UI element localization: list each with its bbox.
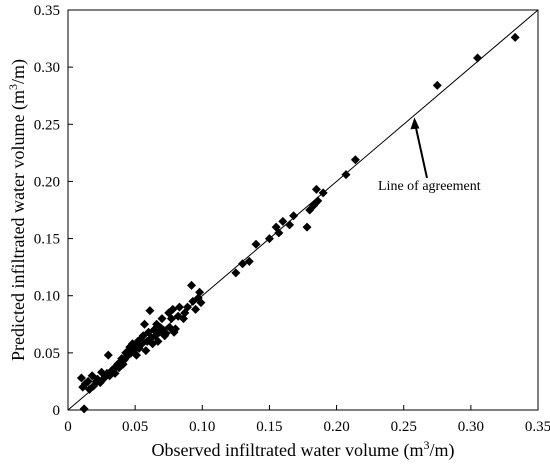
data-point (83, 376, 93, 386)
data-point (285, 220, 295, 230)
x-tick-label: 0.05 (122, 419, 148, 435)
data-point (302, 222, 312, 232)
annotation-arrowhead (410, 117, 420, 130)
data-point (79, 404, 89, 414)
data-point (311, 184, 321, 194)
data-point (103, 350, 113, 360)
y-tick-label: 0.35 (34, 3, 60, 19)
data-point (183, 302, 193, 312)
data-point (131, 350, 141, 360)
x-tick-label: 0.30 (458, 419, 484, 435)
data-point (157, 314, 167, 324)
x-axis-label: Observed infiltrated water volume (m3/m) (152, 438, 455, 461)
data-point (264, 234, 274, 244)
x-axis-ticks: 0 0.05 0.10 0.15 0.20 0.25 0.30 0.35 (64, 405, 550, 435)
y-tick-label: 0.20 (34, 174, 60, 190)
data-point (473, 53, 483, 63)
y-tick-label: 0.15 (34, 232, 60, 248)
data-point (170, 324, 180, 334)
y-tick-label: 0.30 (34, 60, 60, 76)
data-point (153, 336, 163, 346)
x-tick-label: 0 (64, 419, 72, 435)
x-tick-label: 0.25 (391, 419, 417, 435)
y-tick-label: 0.05 (34, 346, 60, 362)
data-point (145, 306, 155, 316)
data-point (195, 287, 205, 297)
data-point (244, 256, 254, 266)
data-point (110, 368, 120, 378)
x-tick-label: 0.35 (525, 419, 550, 435)
data-point (161, 328, 171, 338)
data-point (350, 155, 360, 165)
y-axis-label: Predicted infiltrated water volume (m3/m… (6, 59, 29, 361)
y-tick-label: 0 (53, 403, 61, 419)
data-point (274, 228, 284, 238)
y-tick-label: 0.10 (34, 289, 60, 305)
data-point (140, 319, 150, 329)
y-tick-label: 0.25 (34, 117, 60, 133)
data-point (432, 80, 442, 90)
x-tick-label: 0.10 (189, 419, 215, 435)
x-tick-label: 0.15 (256, 419, 282, 435)
plot-frame (67, 9, 539, 411)
data-point (196, 298, 206, 308)
annotation-arrow (414, 126, 428, 179)
data-points (76, 32, 520, 414)
data-point (341, 170, 351, 180)
annotation: Line of agreement (378, 117, 481, 194)
data-point (313, 196, 323, 206)
data-point (191, 304, 201, 314)
data-point (318, 188, 328, 198)
data-point (510, 32, 520, 42)
annotation-label: Line of agreement (378, 179, 481, 194)
data-point (174, 302, 184, 312)
data-point (238, 259, 248, 269)
data-point (141, 346, 151, 356)
data-point (289, 211, 299, 221)
data-point (231, 268, 241, 278)
plot-area: Line of agreement (67, 9, 539, 414)
data-point (166, 314, 176, 324)
data-point (278, 216, 288, 226)
data-point (251, 239, 261, 249)
y-axis-ticks: 0 0.05 0.10 0.15 0.20 0.25 0.30 0.35 (34, 3, 73, 419)
data-point (187, 280, 197, 290)
data-point (76, 373, 86, 383)
x-tick-label: 0.20 (323, 419, 349, 435)
